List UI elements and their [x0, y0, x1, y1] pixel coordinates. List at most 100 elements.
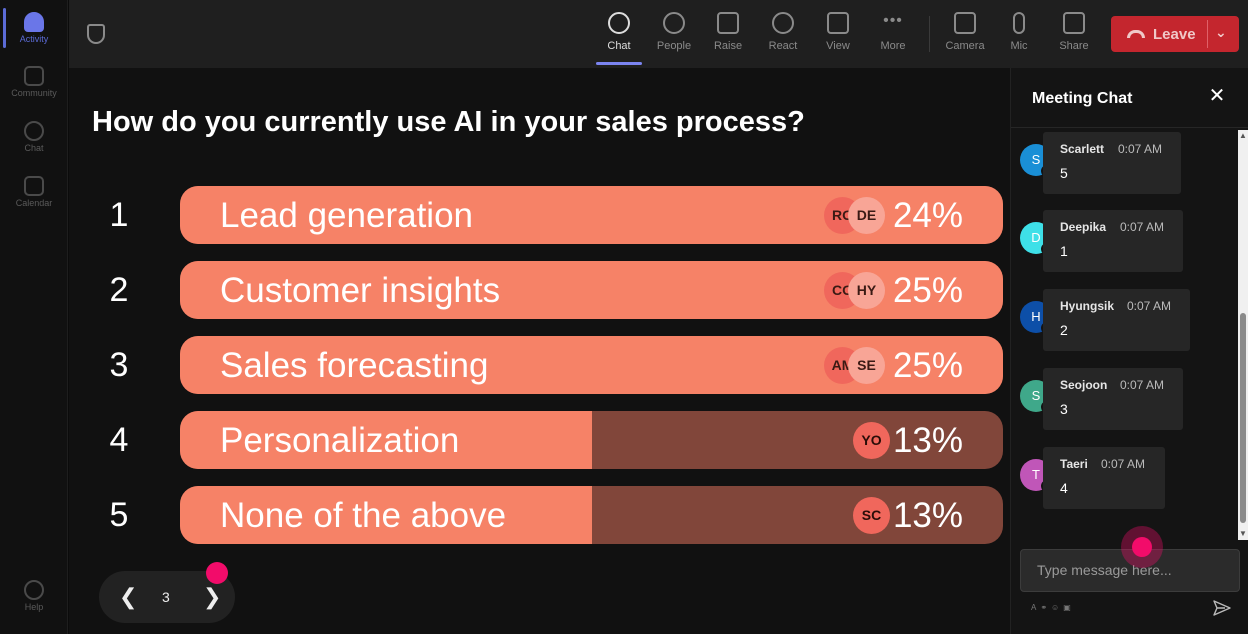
camera-button[interactable]: Camera [941, 10, 989, 60]
attach-icon[interactable]: ⚭ [1040, 603, 1052, 612]
message-body: 2 [1060, 322, 1068, 338]
sender-name: Hyungsik [1060, 299, 1115, 313]
format-toolbar: A⚭☺▣ [1031, 603, 1075, 612]
leave-button[interactable]: Leave ⌄ [1111, 16, 1239, 52]
camera-button-label: Camera [945, 40, 985, 52]
scroll-down-arrow-icon[interactable]: ▼ [1239, 529, 1247, 538]
emoji-icon[interactable]: ☺ [1051, 603, 1064, 612]
chat-icon [24, 121, 44, 141]
option-number: 2 [109, 271, 129, 309]
grid-icon [827, 12, 849, 34]
message-body: 5 [1060, 165, 1068, 181]
more-button-label: More [880, 40, 906, 52]
gif-icon[interactable]: ▣ [1063, 603, 1075, 612]
poll-option-label: Personalization [220, 421, 460, 460]
avatar-initial: T [1032, 467, 1040, 482]
avatar-initial: D [1031, 230, 1041, 245]
rail-item-label: Community [11, 88, 57, 98]
chevron-down-icon[interactable]: ⌄ [1215, 24, 1227, 40]
rail-item-activity[interactable]: Activity [0, 12, 68, 44]
voter-avatar: SE [848, 347, 885, 384]
message-body: 4 [1060, 480, 1068, 496]
chat-input-box[interactable] [1020, 549, 1240, 592]
share-button[interactable]: Share [1050, 10, 1098, 60]
poll-option-fill [180, 486, 592, 544]
rail-item-label: Chat [24, 143, 44, 153]
share-button-label: Share [1059, 40, 1089, 52]
community-icon [24, 66, 44, 86]
chat-message: Scarlett 0:07 AM 5 [1043, 132, 1181, 194]
view-button-label: View [826, 40, 850, 52]
more-button[interactable]: ••• More [869, 10, 917, 60]
poll-option-label: Sales forecasting [220, 346, 489, 385]
poll-option-bar: Sales forecasting AM SE 25% [180, 336, 1003, 394]
poll-option-label: None of the above [220, 496, 507, 535]
scrollbar-thumb[interactable] [1240, 313, 1246, 523]
rail-item-help[interactable]: Help [0, 580, 68, 612]
voter-avatar: DE [848, 197, 885, 234]
people-button-label: People [656, 40, 692, 52]
chat-message: Taeri 0:07 AM 4 [1043, 447, 1165, 509]
rail-item-calendar[interactable]: Calendar [0, 176, 68, 208]
avatar-initial: S [1031, 152, 1041, 167]
shield-icon[interactable] [87, 24, 105, 44]
message-time: 0:07 AM [1127, 299, 1172, 313]
close-icon[interactable]: ✕ [1208, 85, 1226, 107]
message-time: 0:07 AM [1118, 142, 1163, 156]
chevron-left-icon[interactable]: ❮ [119, 584, 138, 609]
page-number: 3 [162, 589, 170, 605]
pointer-indicator [1121, 526, 1163, 568]
chat-button-label: Chat [607, 40, 631, 52]
message-time: 0:07 AM [1101, 457, 1146, 471]
send-icon[interactable] [1213, 600, 1231, 616]
left-rail: Activity Community Chat Calendar Help [0, 0, 68, 634]
chevron-right-icon[interactable]: ❯ [203, 584, 222, 609]
rail-item-label: Calendar [15, 198, 53, 208]
poll-option-percent: 24% [892, 196, 963, 235]
chat-message: Deepika 0:07 AM 1 [1043, 210, 1183, 272]
avatar-initial: H [1031, 309, 1041, 324]
message-time: 0:07 AM [1120, 378, 1165, 392]
chat-message: Hyungsik 0:07 AM 2 [1043, 289, 1190, 351]
chat-button[interactable]: Chat [595, 10, 643, 60]
scroll-up-arrow-icon[interactable]: ▲ [1239, 131, 1247, 140]
meeting-toolbar: Chat People Raise React View ••• More Ca… [69, 0, 1248, 68]
chat-header-divider [1011, 127, 1248, 128]
hand-icon [717, 12, 739, 34]
react-button[interactable]: React [759, 10, 807, 60]
smiley-icon [772, 12, 794, 34]
mic-icon [1013, 12, 1025, 34]
rail-item-chat[interactable]: Chat [0, 121, 68, 153]
rail-item-community[interactable]: Community [0, 66, 68, 98]
message-body: 3 [1060, 401, 1068, 417]
message-time: 0:07 AM [1120, 220, 1165, 234]
raise-button-label: Raise [713, 40, 743, 52]
poll-option-fill [180, 411, 592, 469]
mic-button[interactable]: Mic [995, 10, 1043, 60]
poll-option-label: Lead generation [220, 196, 473, 235]
poll-option-percent: 13% [892, 421, 963, 460]
avatar-initial: S [1031, 388, 1041, 403]
poll-option-percent: 25% [892, 346, 963, 385]
sender-name: Deepika [1060, 220, 1107, 234]
people-button[interactable]: People [650, 10, 698, 60]
mic-button-label: Mic [1010, 40, 1028, 52]
leave-split-divider [1207, 20, 1208, 48]
view-button[interactable]: View [814, 10, 862, 60]
option-number: 3 [109, 346, 129, 384]
chat-message-input[interactable] [1037, 562, 1227, 578]
share-screen-icon [1063, 12, 1085, 34]
sender-name: Seojoon [1060, 378, 1108, 392]
sender-name: Scarlett [1060, 142, 1105, 156]
rail-active-indicator [3, 8, 6, 48]
phone-hangup-icon [1127, 30, 1145, 38]
poll-option-bar: Personalization YO 13% [180, 411, 1003, 469]
option-number: 1 [109, 196, 129, 234]
voter-avatar: SC [853, 497, 890, 534]
raise-hand-button[interactable]: Raise [704, 10, 752, 60]
active-tab-underline [596, 62, 642, 65]
meeting-chat-panel: Meeting Chat ✕ S Scarlett 0:07 AM 5 D De… [1010, 68, 1248, 634]
format-text-icon[interactable]: A [1031, 603, 1041, 612]
poll-option-percent: 25% [892, 271, 963, 310]
poll-option-bar: None of the above SC 13% [180, 486, 1003, 544]
